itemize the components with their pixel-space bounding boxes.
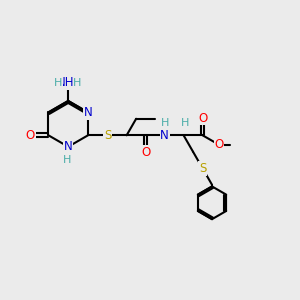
Text: S: S bbox=[104, 129, 111, 142]
Text: H: H bbox=[160, 118, 169, 128]
Text: O: O bbox=[26, 129, 35, 142]
Text: H: H bbox=[181, 118, 189, 128]
Text: O: O bbox=[198, 112, 207, 125]
Text: N: N bbox=[84, 106, 92, 119]
Text: H: H bbox=[73, 78, 82, 88]
Text: H: H bbox=[62, 155, 71, 165]
Text: NH₂: NH₂ bbox=[57, 76, 79, 89]
Text: N: N bbox=[160, 129, 169, 142]
Text: N: N bbox=[64, 140, 73, 153]
Text: O: O bbox=[141, 146, 150, 159]
Text: H: H bbox=[54, 78, 63, 88]
Text: S: S bbox=[199, 162, 206, 175]
Text: O: O bbox=[214, 138, 224, 151]
